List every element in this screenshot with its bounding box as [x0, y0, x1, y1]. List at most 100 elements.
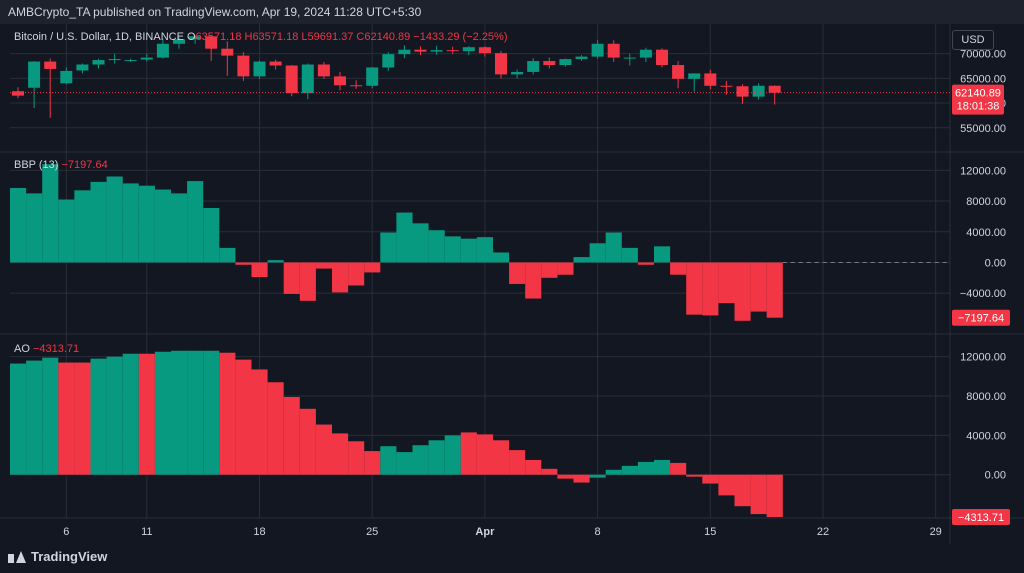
bbp-bar: [460, 238, 477, 263]
candle-body: [591, 43, 604, 57]
ao-bar: [637, 461, 654, 475]
bbp-bar: [299, 262, 316, 301]
candle-body: [639, 49, 652, 58]
y-tick-label: −4000.00: [960, 288, 1006, 300]
bbp-bar: [332, 262, 349, 293]
bbp-bar: [686, 262, 703, 315]
ao-bar: [476, 434, 493, 475]
ao-bar: [10, 363, 27, 475]
candle-body: [317, 64, 330, 77]
candle-body: [414, 49, 427, 52]
candle-body: [285, 65, 298, 94]
chart-area[interactable]: 6111825Apr815222955000.0060000.0065000.0…: [0, 24, 1024, 544]
bbp-bar: [74, 190, 91, 263]
bbp-bar: [621, 247, 638, 263]
bbp-bar: [734, 262, 751, 321]
x-tick-label: 18: [253, 526, 265, 538]
candle-body: [704, 73, 717, 86]
candle-body: [92, 60, 105, 65]
ao-bar: [509, 450, 526, 475]
ao-bar: [348, 441, 365, 475]
candle-body: [12, 91, 24, 96]
ao-bar: [90, 358, 107, 475]
candle-body: [140, 57, 153, 60]
candle-body: [28, 61, 41, 88]
bbp-bar: [380, 232, 397, 263]
candle-body: [446, 50, 459, 52]
ao-bar: [654, 459, 671, 475]
bbp-value-axis-label: −7197.64: [958, 313, 1004, 325]
ao-bar: [412, 445, 429, 475]
candle-body: [672, 65, 685, 79]
ao-bar: [171, 350, 188, 475]
ao-bar: [187, 350, 204, 475]
ao-bar: [428, 440, 445, 475]
ao-bar: [235, 359, 252, 475]
ao-bar: [26, 360, 43, 475]
ao-bar: [734, 474, 751, 507]
last-price-badge: [952, 84, 1004, 115]
ao-bar: [557, 474, 574, 479]
ao-bar: [315, 424, 332, 475]
bbp-bar: [444, 236, 461, 263]
candle-body: [543, 61, 556, 66]
ao-bar: [299, 408, 316, 475]
bbp-bar: [154, 189, 171, 263]
bbp-bar: [122, 183, 139, 263]
candle-body: [173, 39, 185, 44]
publish-bar: AMBCrypto_TA published on TradingView.co…: [0, 0, 1024, 24]
y-tick-label: 70000.00: [960, 49, 1006, 61]
last-price-label: 62140.89: [955, 88, 1001, 100]
bbp-bar: [702, 262, 719, 316]
bbp-bar: [605, 232, 622, 263]
bbp-bar: [493, 252, 510, 263]
bbp-bar: [267, 260, 284, 263]
x-tick-label: 11: [141, 526, 152, 538]
countdown-label: 18:01:38: [957, 101, 1000, 113]
bbp-bar: [42, 164, 59, 263]
ao-bar: [605, 469, 622, 475]
candle-body: [430, 50, 443, 52]
bbp-value-badge: [952, 309, 1010, 326]
ao-value-axis-label: −4313.71: [958, 512, 1004, 524]
candle-body: [511, 71, 524, 75]
bbp-bar: [541, 262, 558, 278]
bbp-bar: [58, 199, 75, 263]
ao-value-badge: [952, 509, 1010, 526]
bbp-bar: [90, 181, 107, 263]
ao-bar: [525, 459, 542, 475]
ao-bar: [750, 474, 767, 515]
ao-bar: [42, 357, 59, 475]
bbp-bar: [203, 207, 220, 263]
ao-bar: [493, 440, 510, 475]
ao-bar: [106, 356, 123, 475]
bbp-bar: [428, 230, 445, 263]
brand-name: TradingView: [31, 549, 108, 564]
bbp-bar: [235, 262, 252, 265]
candle-body: [76, 64, 89, 71]
ao-bar: [541, 468, 558, 475]
ao-bar: [396, 452, 413, 475]
y-tick-label: 8000.00: [966, 196, 1006, 208]
ao-bar: [138, 353, 155, 475]
candle-body: [478, 47, 491, 54]
bbp-bar: [670, 262, 687, 275]
x-tick-label: 25: [366, 526, 378, 538]
tradingview-brand[interactable]: TradingView: [8, 549, 107, 564]
currency-button[interactable]: USD: [952, 30, 994, 50]
x-tick-label: 6: [63, 526, 69, 538]
y-tick-label: 8000.00: [966, 391, 1006, 403]
bbp-bar: [573, 257, 590, 263]
bbp-bar: [187, 181, 204, 263]
bbp-bar: [412, 223, 429, 263]
ao-bar: [332, 433, 349, 475]
candle-body: [527, 61, 540, 72]
bbp-bar: [283, 262, 300, 294]
candle-body: [253, 61, 266, 77]
ao-bar: [621, 465, 638, 475]
candle-body: [623, 57, 636, 59]
bbp-bar: [348, 262, 365, 286]
ao-bar: [573, 474, 590, 483]
candle-body: [688, 73, 701, 79]
x-tick-label: 22: [817, 526, 829, 538]
